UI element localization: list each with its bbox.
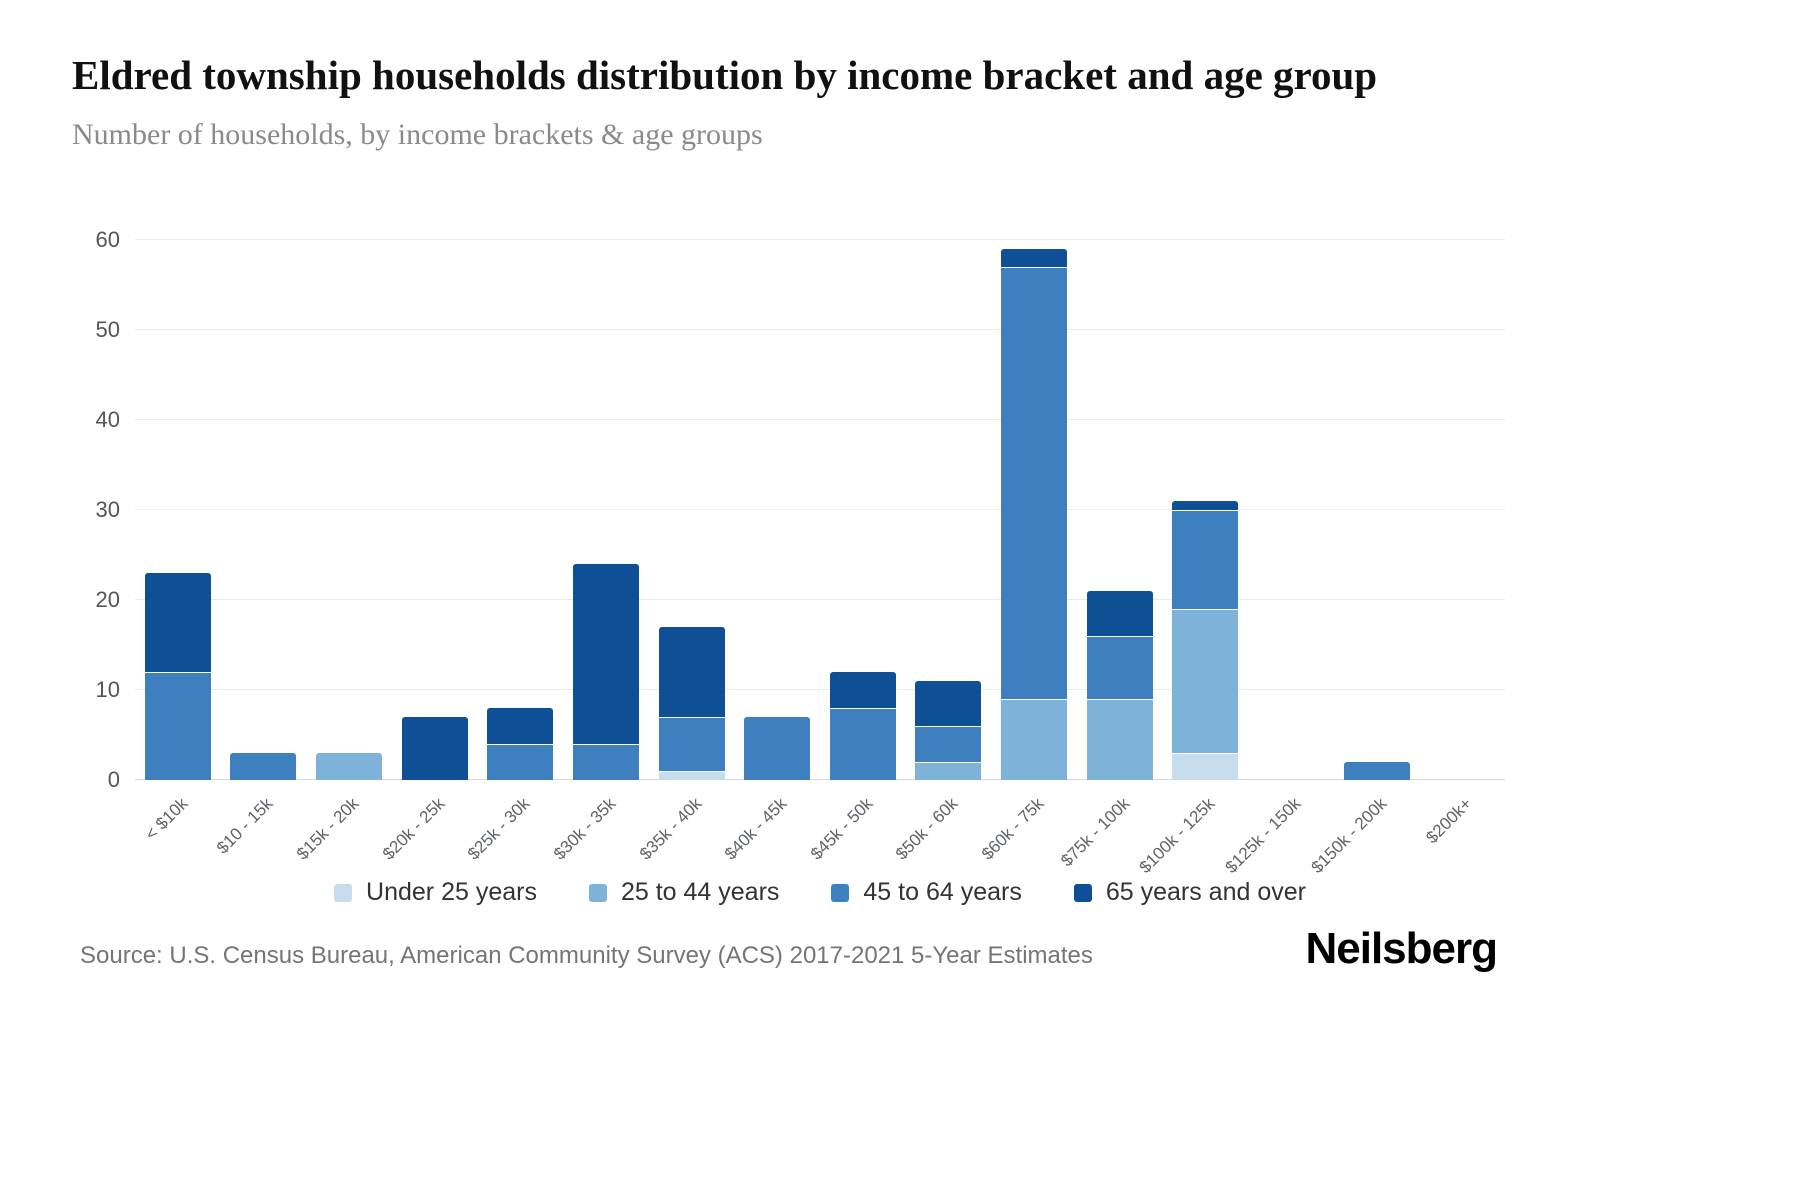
source-note: Source: U.S. Census Bureau, American Com… <box>80 942 1093 969</box>
bar-column-25k-30k <box>478 240 564 780</box>
gridline-20 <box>135 599 1505 600</box>
bar-column-75k-100k <box>1077 240 1163 780</box>
bar-segment-65-years-and-over <box>915 681 982 726</box>
y-tick-label-60: 60 <box>95 227 120 252</box>
bar-segment-under-25-years <box>1172 753 1239 780</box>
bar-segment-25-to-44-years <box>1001 699 1068 780</box>
bar-segment-25-to-44-years <box>915 762 982 780</box>
y-tick-label-30: 30 <box>95 497 120 522</box>
chart-header: Eldred township households distribution … <box>72 48 1502 152</box>
legend-item-under-25-years: Under 25 years <box>334 878 537 907</box>
y-axis: 0 10 20 30 40 50 60 <box>55 227 120 792</box>
bar-segment-25-to-44-years <box>1172 609 1239 753</box>
bar-column-150k-200k <box>1334 240 1420 780</box>
bar-segment-45-to-64-years <box>1172 510 1239 609</box>
bar-segment-45-to-64-years <box>572 744 639 780</box>
brand-logo: Neilsberg <box>1305 924 1498 973</box>
bar-column-35k-40k <box>649 240 735 780</box>
stacked-bar-60k-75k <box>1001 240 1068 780</box>
legend-item-45-to-64-years: 45 to 64 years <box>831 878 1022 907</box>
bar-segment-65-years-and-over <box>487 708 554 744</box>
bar-column-45k-50k <box>820 240 906 780</box>
bar-column-50k-60k <box>906 240 992 780</box>
stacked-bar-10-15k <box>230 240 297 780</box>
bar-column-20k-25k <box>392 240 478 780</box>
stacked-bar-45k-50k <box>829 240 896 780</box>
bar-segment-45-to-64-years <box>144 672 211 780</box>
y-tick-label-50: 50 <box>95 317 120 342</box>
bar-segment-65-years-and-over <box>572 564 639 744</box>
legend-swatch-45-to-64-years <box>831 883 850 902</box>
bar-segment-45-to-64-years <box>1343 762 1410 780</box>
stacked-bar-200k <box>1429 240 1495 780</box>
bar-segment-45-to-64-years <box>829 708 896 780</box>
stacked-bar-25k-30k <box>487 240 554 780</box>
bar-column-10k <box>135 240 221 780</box>
bar-segment-45-to-64-years <box>487 744 554 780</box>
gridline-0 <box>135 779 1505 780</box>
stacked-bar-10k <box>144 240 211 780</box>
y-tick-label-40: 40 <box>95 407 120 433</box>
bar-column-40k-45k <box>734 240 820 780</box>
y-tick-label-20: 20 <box>95 587 120 613</box>
stacked-bar-35k-40k <box>658 240 725 780</box>
y-tick-label-0: 0 <box>107 767 120 792</box>
bar-segment-45-to-64-years <box>1086 636 1153 699</box>
stacked-bar-30k-35k <box>572 240 639 780</box>
gridline-50 <box>135 329 1505 330</box>
stacked-bar-50k-60k <box>915 240 982 780</box>
bar-segment-45-to-64-years <box>1001 267 1068 699</box>
legend-label-45-to-64-years: 45 to 64 years <box>863 878 1022 906</box>
gridline-60 <box>135 239 1505 240</box>
legend-label-25-to-44-years: 25 to 44 years <box>620 878 780 906</box>
bar-segment-65-years-and-over <box>1172 501 1239 510</box>
bar-segment-45-to-64-years <box>230 753 297 780</box>
x-axis: < $10k $10 - 15k $15k - 20k $20k - 25k $25k … <box>135 780 1505 877</box>
chart-subtitle: Number of households, by income brackets… <box>72 118 763 152</box>
chart-title: Eldred township households distribution … <box>72 52 1378 98</box>
legend-swatch-65-years-and-over <box>1073 883 1092 902</box>
legend-item-65-years-and-over: 65 years and over <box>1073 878 1306 907</box>
stacked-bar-75k-100k <box>1086 240 1153 780</box>
legend-label-under-25-years: Under 25 years <box>366 878 537 906</box>
bar-column-200k <box>1419 240 1505 780</box>
y-tick-label-10: 10 <box>95 677 120 703</box>
bar-segment-65-years-and-over <box>401 717 468 780</box>
bar-segment-65-years-and-over <box>1086 591 1153 636</box>
bar-segment-45-to-64-years <box>744 717 811 780</box>
stacked-bar-15k-20k <box>316 240 383 780</box>
gridline-30 <box>135 509 1505 510</box>
legend-label-65-years-and-over: 65 years and over <box>1105 878 1306 906</box>
bar-segment-under-25-years <box>658 771 725 780</box>
bar-column-125k-150k <box>1248 240 1334 780</box>
bar-column-10-15k <box>221 240 307 780</box>
bar-segment-25-to-44-years <box>1086 699 1153 780</box>
legend-item-25-to-44-years: 25 to 44 years <box>588 878 780 907</box>
stacked-bar-150k-200k <box>1343 240 1410 780</box>
bar-segment-45-to-64-years <box>915 726 982 762</box>
bar-segment-45-to-64-years <box>658 717 725 771</box>
stacked-bar-125k-150k <box>1258 240 1324 780</box>
stacked-bar-40k-45k <box>744 240 811 780</box>
bar-column-30k-35k <box>563 240 649 780</box>
bar-segment-65-years-and-over <box>1001 249 1068 267</box>
bar-column-15k-20k <box>306 240 392 780</box>
bar-segment-25-to-44-years <box>316 753 383 780</box>
legend-swatch-25-to-44-years <box>588 883 607 902</box>
bar-column-60k-75k <box>991 240 1077 780</box>
gridline-10 <box>135 689 1505 690</box>
legend-swatch-under-25-years <box>334 883 353 902</box>
legend: Under 25 years 25 to 44 years 45 to 64 yea… <box>135 878 1505 907</box>
bar-column-100k-125k <box>1163 240 1249 780</box>
stacked-bar-20k-25k <box>401 240 468 780</box>
gridline-40 <box>135 419 1505 420</box>
bar-segment-65-years-and-over <box>829 672 896 708</box>
stacked-bar-100k-125k <box>1172 240 1239 780</box>
bar-segment-65-years-and-over <box>144 573 211 672</box>
bar-segment-65-years-and-over <box>658 627 725 717</box>
plot-area: < $10k $10 - 15k $15k - 20k $20k - 25k $25k … <box>135 239 1505 877</box>
